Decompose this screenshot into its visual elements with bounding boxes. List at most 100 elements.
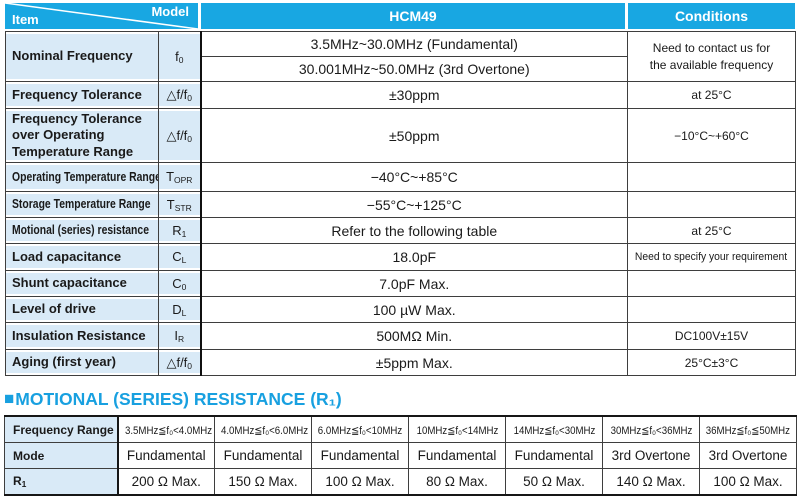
symbol-subscript: 1: [181, 228, 187, 239]
item-cell: Shunt capacitance: [5, 270, 159, 297]
item-cell: Motional (series) resistance: [5, 217, 159, 244]
resistance-row-mode: Mode Fundamental Fundamental Fundamental…: [4, 442, 797, 469]
value-cell: ±50ppm: [199, 108, 628, 163]
resistance-table: Frequency Range 3.5MHz≦f₀<4.0MHz 4.0MHz≦…: [4, 415, 797, 496]
condition-cell: Need to contact us for the available fre…: [627, 31, 796, 82]
condition-cell: [627, 296, 796, 323]
condition-cell: DC100V±15V: [627, 322, 796, 350]
condition-cell: −10°C~+60°C: [627, 108, 796, 163]
symbol-cell: IR: [158, 322, 201, 350]
r1-value-cell: 80 Ω Max.: [408, 468, 506, 496]
symbol-base: T: [166, 196, 175, 212]
item-label: Storage Temperature Range: [12, 196, 151, 212]
frequency-range-text: 10MHz≦f₀<14MHz: [416, 425, 498, 437]
condition-cell: at 25°C: [627, 81, 796, 109]
condition-cell: 25°C±3°C: [627, 349, 796, 376]
condition-cell: at 25°C: [627, 217, 796, 244]
symbol-cell: CL: [158, 243, 201, 271]
spec-table-header: Item Model HCM49 Conditions: [5, 3, 795, 29]
diagonal-divider-line: [5, 3, 198, 29]
row-load-capacitance: Load capacitance CL 18.0pF Need to speci…: [5, 243, 796, 271]
item-cell: Operating Temperature Range: [5, 162, 159, 192]
frequency-range-cell: 30MHz≦f₀<36MHz: [602, 415, 700, 443]
mode-cell: Fundamental: [311, 442, 409, 469]
value-cell: 18.0pF: [199, 243, 628, 271]
section-heading: ■ MOTIONAL (SERIES) RESISTANCE (R₁): [4, 388, 342, 410]
frequency-range-cell: 6.0MHz≦f₀<10MHz: [311, 415, 409, 443]
r1-value-cell: 100 Ω Max.: [699, 468, 797, 496]
symbol-subscript: OPR: [174, 175, 193, 185]
value-cell: 500MΩ Min.: [199, 322, 628, 350]
value-cell: −40°C~+85°C: [199, 162, 628, 192]
r1-value-cell: 50 Ω Max.: [505, 468, 603, 496]
mode-cell: 3rd Overtone: [602, 442, 700, 469]
r1-label-subscript: 1: [21, 479, 27, 489]
value-cell: 7.0pF Max.: [199, 270, 628, 297]
square-bullet-icon: ■: [4, 389, 15, 408]
frequency-range-cell: 36MHz≦f₀≦50MHz: [699, 415, 797, 443]
symbol-subscript: R: [177, 334, 185, 344]
row-shunt-capacitance: Shunt capacitance C0 7.0pF Max.: [5, 270, 796, 297]
symbol-cell: △f/f0: [158, 349, 201, 376]
symbol-subscript: L: [181, 255, 187, 265]
symbol-base: T: [166, 169, 175, 184]
row-motional-series-resistance: Motional (series) resistance R1 Refer to…: [5, 217, 796, 244]
item-cell: Nominal Frequency: [5, 31, 159, 82]
header-product-label: HCM49: [201, 3, 625, 29]
r1-value-cell: 140 Ω Max.: [602, 468, 700, 496]
symbol-base: △f/f: [166, 354, 188, 370]
frequency-range-cell: 14MHz≦f₀<30MHz: [505, 415, 603, 443]
value-cell: ±5ppm Max.: [199, 349, 628, 376]
frequency-range-cell: 10MHz≦f₀<14MHz: [408, 415, 506, 443]
symbol-cell: TSTR: [158, 191, 201, 218]
section-heading-text: MOTIONAL (SERIES) RESISTANCE (R₁): [15, 388, 342, 409]
symbol-base: C: [172, 249, 182, 264]
frequency-range-text: 14MHz≦f₀<30MHz: [513, 425, 595, 437]
symbol-cell: DL: [158, 296, 201, 323]
r1-value-cell: 200 Ω Max.: [117, 468, 215, 496]
frequency-range-text: 3.5MHz≦f₀<4.0MHz: [124, 425, 212, 437]
symbol-base: f: [175, 48, 179, 64]
value-cell: 100 µW Max.: [199, 296, 628, 323]
mode-cell: Fundamental: [117, 442, 215, 469]
row-label-cell: R1: [4, 468, 119, 496]
item-cell: Aging (first year): [5, 349, 159, 376]
row-nominal-frequency-1: Nominal Frequency f0 3.5MHz~30.0MHz (Fun…: [5, 31, 796, 82]
frequency-range-cell: 3.5MHz≦f₀<4.0MHz: [117, 415, 215, 443]
r1-value-cell: 150 Ω Max.: [214, 468, 312, 496]
header-model-label: Model: [151, 4, 189, 19]
header-conditions-label: Conditions: [628, 3, 795, 29]
resistance-row-r1: R1 200 Ω Max. 150 Ω Max. 100 Ω Max. 80 Ω…: [4, 468, 797, 496]
value-cell: Refer to the following table: [199, 217, 628, 244]
mode-cell: Fundamental: [408, 442, 506, 469]
mode-cell: Fundamental: [505, 442, 603, 469]
r1-label-base: R: [13, 474, 22, 488]
row-frequency-tolerance: Frequency Tolerance △f/f0 ±30ppm at 25°C: [5, 81, 796, 109]
condition-cell: Need to specify your requirement: [627, 243, 796, 271]
mode-cell: 3rd Overtone: [699, 442, 797, 469]
condition-cell: [627, 270, 796, 297]
symbol-base: I: [174, 328, 178, 343]
row-label-cell: Frequency Range: [4, 415, 119, 443]
symbol-base: R: [172, 222, 182, 238]
item-cell: Level of drive: [5, 296, 159, 323]
condition-line-1: Need to contact us for: [652, 41, 771, 56]
value-cell: ±30ppm: [199, 81, 628, 109]
symbol-cell: △f/f0: [158, 81, 201, 109]
symbol-base: △f/f: [166, 87, 188, 102]
value-cell: 3.5MHz~30.0MHz (Fundamental): [199, 31, 628, 57]
symbol-subscript: 0: [181, 281, 187, 292]
spec-table: Nominal Frequency f0 3.5MHz~30.0MHz (Fun…: [5, 31, 796, 376]
frequency-range-text: 6.0MHz≦f₀<10MHz: [317, 425, 403, 437]
value-cell: 30.001MHz~50.0MHz (3rd Overtone): [199, 56, 628, 82]
row-frequency-tolerance-over-temp: Frequency Tolerance over Operating Tempe…: [5, 108, 796, 163]
row-storage-temperature-range: Storage Temperature Range TSTR −55°C~+12…: [5, 191, 796, 218]
symbol-cell: C0: [158, 270, 201, 297]
symbol-subscript: STR: [174, 202, 192, 213]
symbol-cell: △f/f0: [158, 108, 201, 163]
symbol-subscript: 0: [178, 54, 184, 65]
row-insulation-resistance: Insulation Resistance IR 500MΩ Min. DC10…: [5, 322, 796, 350]
symbol-base: △f/f: [166, 127, 188, 143]
symbol-base: C: [172, 275, 182, 291]
header-item-label: Item: [12, 12, 39, 27]
